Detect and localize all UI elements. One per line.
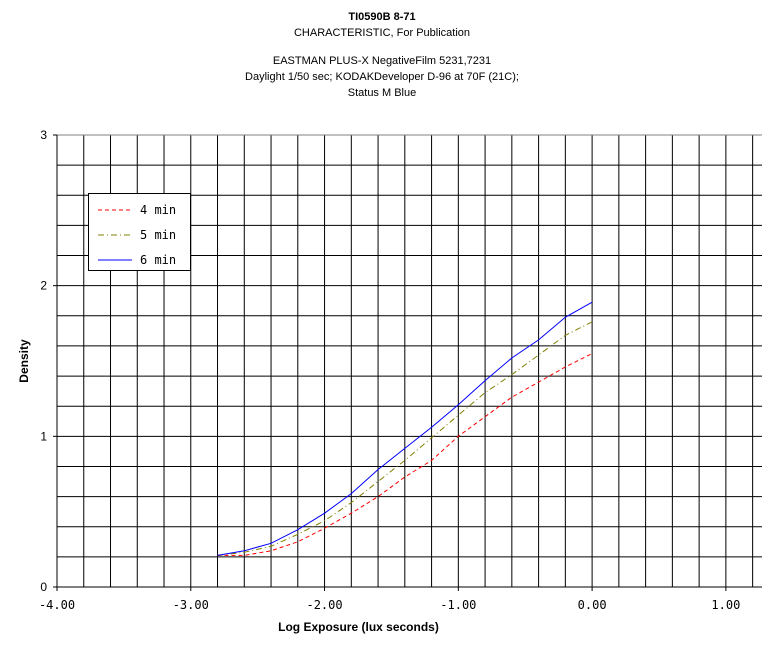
y-tick-label: 3 xyxy=(40,128,47,142)
x-tick-label: -2.00 xyxy=(306,598,342,612)
series-line-4-min xyxy=(217,353,593,556)
x-tick-label: 0.00 xyxy=(578,598,607,612)
legend-label: 4 min xyxy=(140,203,176,217)
series-line-5-min xyxy=(217,321,593,556)
y-tick-label: 0 xyxy=(40,580,47,594)
x-tick-label: 1.00 xyxy=(711,598,740,612)
x-tick-label: -4.00 xyxy=(39,598,75,612)
x-tick-label: -1.00 xyxy=(440,598,476,612)
chart-title: TI0590B 8-71 xyxy=(348,11,416,23)
chart-subtitle-5: Status M Blue xyxy=(347,87,417,99)
y-tick-label: 1 xyxy=(40,429,47,443)
chart-subtitle-3: EASTMAN PLUS-X NegativeFilm 5231,7231 xyxy=(272,55,492,67)
y-axis-label: Density xyxy=(17,339,31,383)
legend-label: 5 min xyxy=(140,228,176,242)
legend-box xyxy=(88,193,191,271)
legend-label: 6 min xyxy=(140,253,176,267)
y-tick-label: 2 xyxy=(40,279,47,293)
x-tick-label: -3.00 xyxy=(173,598,209,612)
series-line-6-min xyxy=(217,301,593,556)
chart-subtitle-1: CHARACTERISTIC, For Publication xyxy=(293,27,471,39)
chart-subtitle-4: Daylight 1/50 sec; KODAKDeveloper D-96 a… xyxy=(245,71,519,83)
x-axis-label: Log Exposure (lux seconds) xyxy=(278,620,439,634)
